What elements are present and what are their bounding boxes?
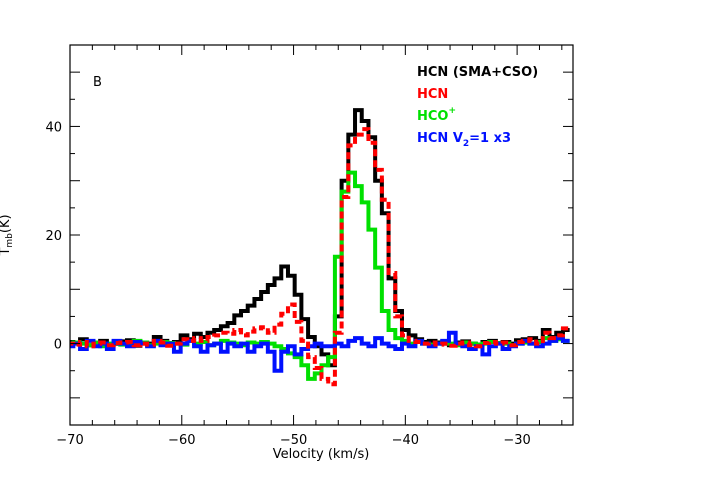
legend-entry-main: HCO	[417, 109, 448, 124]
series-line-2	[70, 127, 570, 387]
y-axis-title: Tmb(K)	[0, 214, 15, 256]
x-tick-label: −60	[168, 433, 195, 448]
x-tick-label: −50	[280, 433, 307, 448]
series-line-1	[70, 108, 570, 368]
tick-layer	[69, 44, 573, 425]
series-line-4	[70, 330, 570, 373]
series-layer	[70, 108, 570, 387]
legend-entry-subscript: 2	[463, 139, 469, 149]
x-tick-label: −70	[56, 433, 83, 448]
x-tick-label: −30	[503, 433, 530, 448]
legend-entry-2: HCN	[417, 87, 448, 102]
legend-entry-tail: =1 x3	[469, 131, 511, 146]
legend-entry-main: HCN V	[417, 131, 463, 146]
legend: HCN (SMA+CSO) HCN HCO+ HCN V2=1 x3	[417, 65, 538, 149]
legend-entry-superscript: +	[448, 106, 456, 116]
y-tick-label: 20	[45, 229, 62, 244]
panel-label: B	[93, 75, 102, 90]
legend-entry-1: HCN (SMA+CSO)	[417, 65, 538, 80]
y-tick-label: 0	[54, 338, 62, 353]
legend-entry-3: HCO+	[417, 106, 456, 124]
y-axis-title-tail: (K)	[0, 214, 13, 233]
legend-entry-main: HCN	[417, 87, 448, 102]
x-tick-label: −40	[392, 433, 419, 448]
y-axis-title-sub: mb	[5, 233, 15, 248]
legend-entry-4: HCN V2=1 x3	[417, 131, 511, 149]
legend-entry-main: HCN (SMA+CSO)	[417, 65, 538, 80]
y-tick-label: 40	[45, 120, 62, 135]
y-axis-title-main: T	[0, 248, 13, 257]
x-axis-title: Velocity (km/s)	[273, 447, 370, 462]
tick-label-layer: −70 −60 −50 −40 −30 0 20 40	[45, 120, 530, 448]
